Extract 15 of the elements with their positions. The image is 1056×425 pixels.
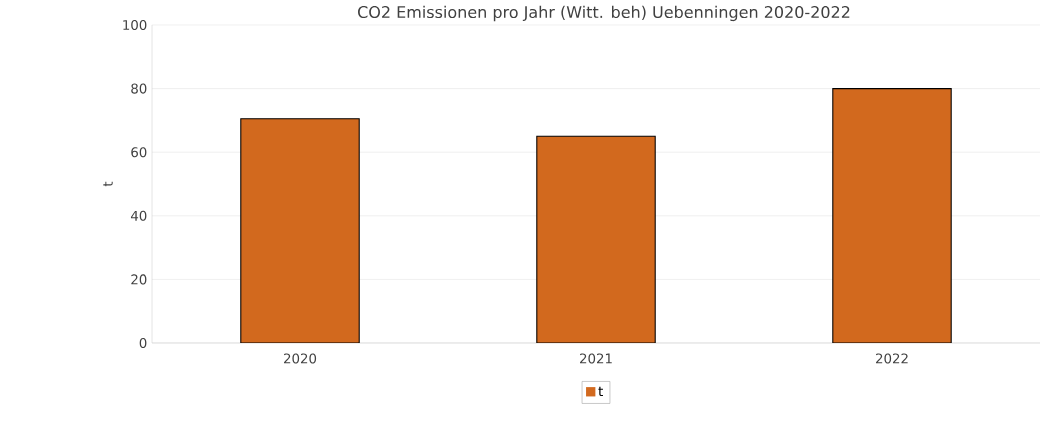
y-tick-label: 60 [131, 147, 147, 158]
y-tick-label: 40 [130, 210, 147, 221]
x-tick-label: 2021 [580, 353, 612, 364]
bar [536, 135, 656, 343]
x-tick-label: 2022 [876, 353, 908, 364]
legend-label: t [598, 386, 603, 397]
y-tick-label: 0 [139, 337, 147, 349]
x-tick-label: 2020 [284, 353, 317, 364]
bar [240, 118, 360, 343]
y-tick-label: 80 [131, 83, 147, 94]
y-axis-title: t [103, 181, 113, 187]
chart-title: CO2 Emissionen pro Jahr (Witt. beh) Uebenningen 2020-2022 [358, 5, 850, 22]
y-tick-label: 100 [123, 19, 147, 31]
bar [832, 88, 952, 343]
y-tick-label: 20 [131, 274, 147, 285]
